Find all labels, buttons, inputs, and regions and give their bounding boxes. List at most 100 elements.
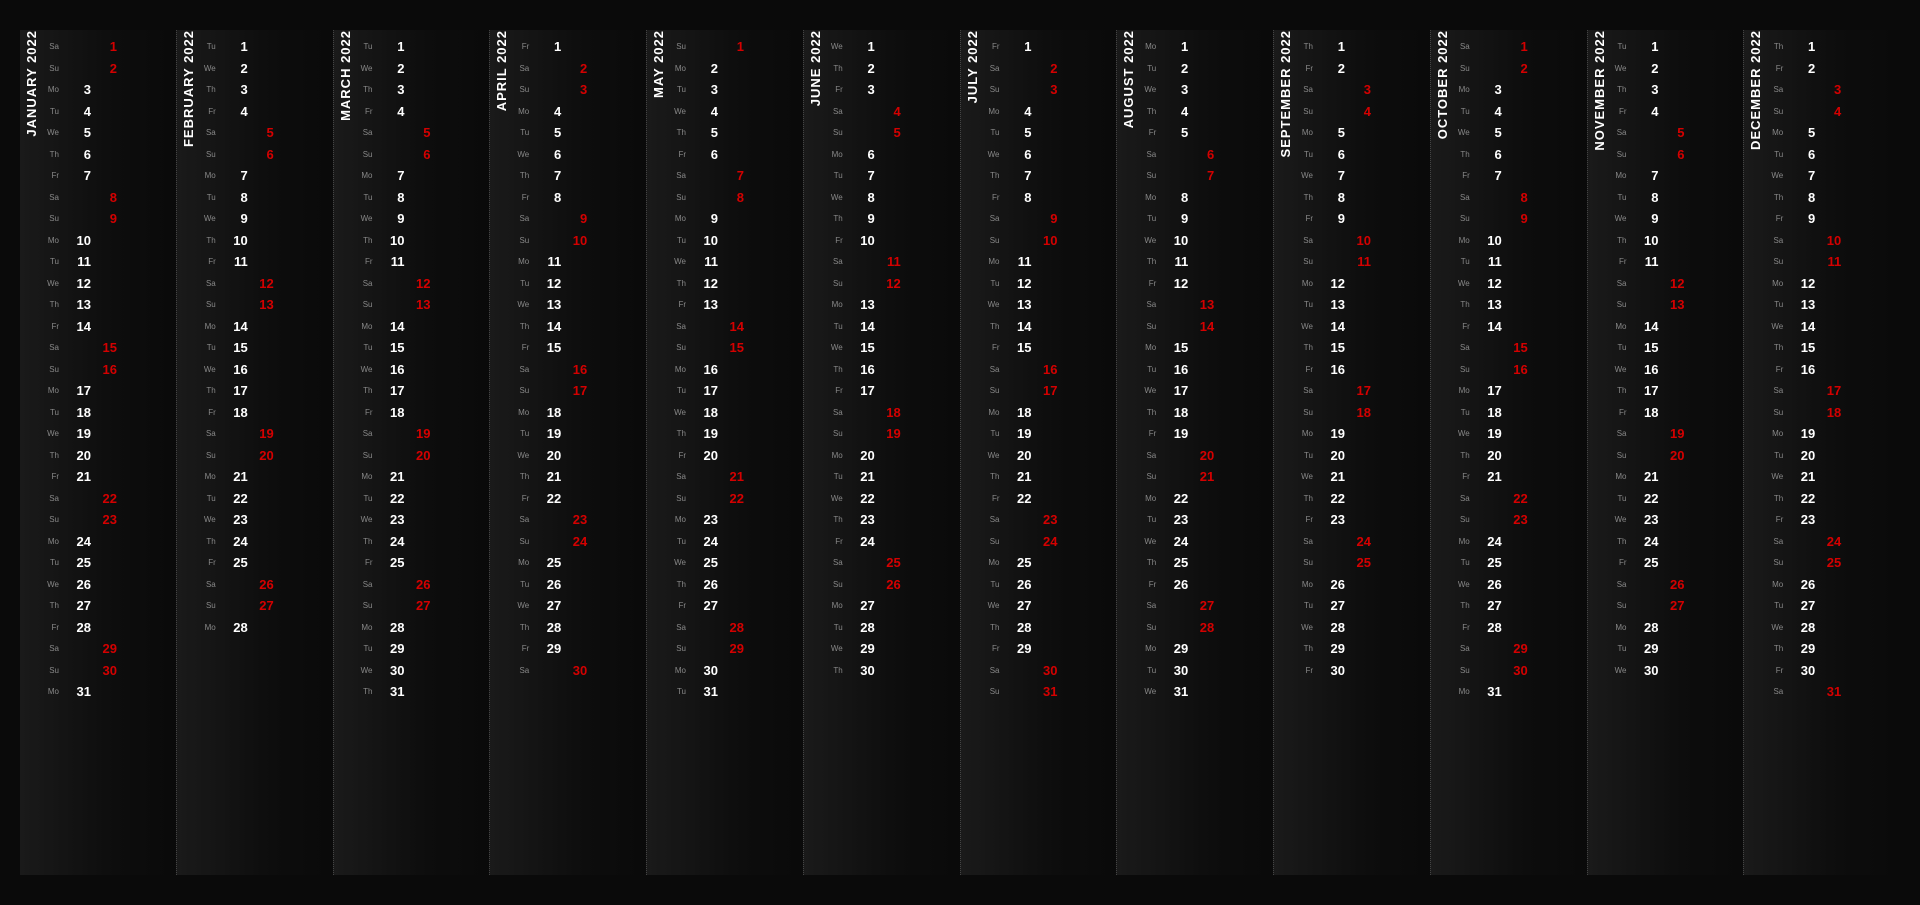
day-row: Mo10 <box>39 230 176 252</box>
day-number-weekday: 10 <box>1162 233 1188 248</box>
weekday-abbr: Th <box>509 322 535 331</box>
weekday-abbr: Su <box>980 236 1006 245</box>
day-number-weekend: 3 <box>1815 82 1841 97</box>
day-row: Fr11 <box>353 251 490 273</box>
day-row: Th24 <box>353 531 490 553</box>
year-calendar: JANUARY 2022Sa1Su2Mo3Tu4We5Th6Fr7Sa8Su9M… <box>0 0 1920 905</box>
weekday-abbr: Sa <box>1136 150 1162 159</box>
weekday-abbr: Th <box>1763 193 1789 202</box>
weekday-abbr: Sa <box>1607 580 1633 589</box>
weekday-abbr: Tu <box>39 558 65 567</box>
weekday-abbr: We <box>196 214 222 223</box>
day-row: Su30 <box>1450 660 1587 682</box>
day-row: Mo11 <box>980 251 1117 273</box>
day-number-weekday: 24 <box>65 534 91 549</box>
day-number-weekday: 6 <box>1319 147 1345 162</box>
weekday-abbr: Tu <box>1607 42 1633 51</box>
weekday-abbr: Sa <box>1293 236 1319 245</box>
day-row: Mo31 <box>39 681 176 703</box>
day-number-weekend: 25 <box>1815 555 1841 570</box>
day-number-weekday: 18 <box>1633 405 1659 420</box>
day-number-weekday: 15 <box>379 340 405 355</box>
day-row: Tu21 <box>823 466 960 488</box>
day-number-weekday: 12 <box>535 276 561 291</box>
weekday-abbr: Fr <box>666 300 692 309</box>
day-row: Tu13 <box>1763 294 1900 316</box>
day-row: Th4 <box>1136 101 1273 123</box>
weekday-abbr: Su <box>39 365 65 374</box>
day-row: Fr10 <box>823 230 960 252</box>
day-number-weekend: 29 <box>718 641 744 656</box>
day-row: Sa30 <box>509 660 646 682</box>
day-number-weekday: 16 <box>692 362 718 377</box>
day-row: Th6 <box>39 144 176 166</box>
day-number-weekday: 17 <box>1162 383 1188 398</box>
day-row: Su21 <box>1136 466 1273 488</box>
weekday-abbr: Th <box>1607 85 1633 94</box>
day-number-weekday: 15 <box>1789 340 1815 355</box>
days-list: Fr1Sa2Su3Mo4Tu5We6Th7Fr8Sa9Su10Mo11Tu12W… <box>980 30 1117 875</box>
day-number-weekday: 21 <box>379 469 405 484</box>
weekday-abbr: Tu <box>353 193 379 202</box>
weekday-abbr: We <box>666 408 692 417</box>
day-number-weekday: 18 <box>1476 405 1502 420</box>
day-row: Th17 <box>1607 380 1744 402</box>
day-row: Sa29 <box>1450 638 1587 660</box>
day-row: Sa16 <box>509 359 646 381</box>
day-number-weekday: 9 <box>692 211 718 226</box>
day-number-weekend: 26 <box>248 577 274 592</box>
weekday-abbr: Sa <box>39 494 65 503</box>
weekday-abbr: Th <box>196 236 222 245</box>
day-number-weekend: 8 <box>1502 190 1528 205</box>
day-row: Fr23 <box>1293 509 1430 531</box>
weekday-abbr: Fr <box>1763 666 1789 675</box>
weekday-abbr: Mo <box>1607 472 1633 481</box>
month-column: DECEMBER 2022Th1Fr2Sa3Su4Mo5Tu6We7Th8Fr9… <box>1744 30 1900 875</box>
weekday-abbr: Mo <box>666 666 692 675</box>
day-number-weekday: 1 <box>1162 39 1188 54</box>
day-row: Sa1 <box>1450 36 1587 58</box>
day-row: We23 <box>1607 509 1744 531</box>
weekday-abbr: Sa <box>980 666 1006 675</box>
day-row: We18 <box>666 402 803 424</box>
day-row: Sa5 <box>353 122 490 144</box>
weekday-abbr: Sa <box>1136 601 1162 610</box>
day-row: Su8 <box>666 187 803 209</box>
day-row: Sa6 <box>1136 144 1273 166</box>
days-list: Fr1Sa2Su3Mo4Tu5We6Th7Fr8Sa9Su10Mo11Tu12W… <box>509 30 646 875</box>
day-row: Th15 <box>1293 337 1430 359</box>
day-row: Mo21 <box>1607 466 1744 488</box>
day-number-weekday: 3 <box>65 82 91 97</box>
weekday-abbr: Mo <box>1293 580 1319 589</box>
day-number-weekday: 13 <box>1319 297 1345 312</box>
weekday-abbr: Th <box>509 623 535 632</box>
day-row: Th30 <box>823 660 960 682</box>
day-number-weekend: 30 <box>1502 663 1528 678</box>
day-number-weekend: 9 <box>1032 211 1058 226</box>
day-row: We25 <box>666 552 803 574</box>
weekday-abbr: Fr <box>196 558 222 567</box>
day-row: We23 <box>196 509 333 531</box>
day-number-weekday: 24 <box>1162 534 1188 549</box>
day-row: Sa4 <box>823 101 960 123</box>
weekday-abbr: We <box>1136 236 1162 245</box>
weekday-abbr: We <box>1450 128 1476 137</box>
day-row: We5 <box>39 122 176 144</box>
day-number-weekend: 17 <box>1032 383 1058 398</box>
day-row: Sa3 <box>1293 79 1430 101</box>
day-number-weekday: 2 <box>379 61 405 76</box>
day-number-weekday: 31 <box>379 684 405 699</box>
day-number-weekend: 3 <box>1032 82 1058 97</box>
day-number-weekday: 21 <box>1319 469 1345 484</box>
day-row: Th15 <box>1763 337 1900 359</box>
weekday-abbr: Tu <box>353 42 379 51</box>
day-row: Sa24 <box>1763 531 1900 553</box>
weekday-abbr: Tu <box>666 386 692 395</box>
weekday-abbr: Mo <box>196 623 222 632</box>
day-number-weekend: 24 <box>561 534 587 549</box>
day-number-weekend: 9 <box>91 211 117 226</box>
day-row: Fr1 <box>509 36 646 58</box>
month-label: DECEMBER 2022 <box>1744 30 1763 158</box>
weekday-abbr: Tu <box>1293 451 1319 460</box>
day-row: Mo16 <box>666 359 803 381</box>
